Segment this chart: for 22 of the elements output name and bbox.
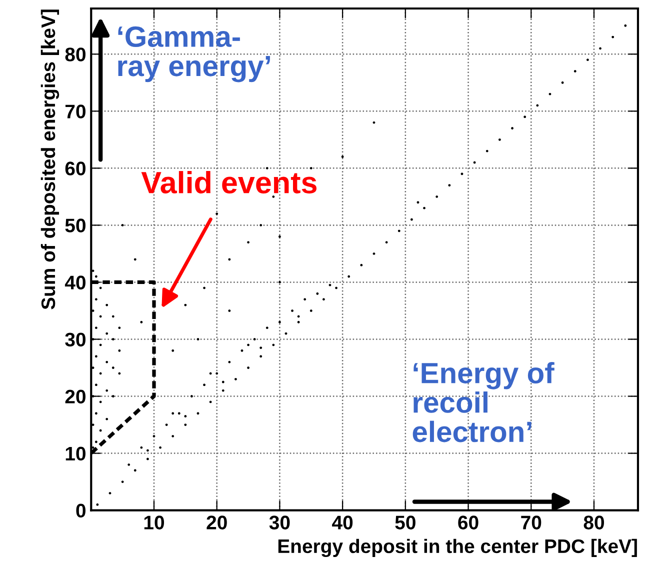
y-tick-label: 60: [65, 162, 86, 176]
y-tick-label: 80: [65, 48, 86, 62]
x-tick-label: 10: [144, 516, 164, 530]
x-tick-label: 60: [458, 516, 478, 530]
y-tick-label: 10: [66, 446, 86, 461]
x-tick-label: 40: [332, 516, 353, 530]
y-tick-label: 50: [65, 218, 86, 232]
annotation: ‘Energy of recoil electron’: [412, 362, 554, 442]
y-tick-label: 20: [65, 390, 86, 404]
annotation: Valid events: [141, 171, 316, 194]
annotation: ‘Gamma- ray energy’: [118, 26, 270, 82]
y-tick-label: 30: [65, 332, 86, 346]
y-tick-label: 0: [76, 504, 86, 518]
x-tick-label: 50: [395, 516, 416, 530]
x-tick-label: 30: [269, 516, 290, 530]
y-axis-title: Sum of deposited energies [keV]: [40, 10, 60, 310]
x-axis-title: Energy deposit in the center PDC [keV]: [278, 538, 637, 558]
y-tick-label: 40: [64, 276, 86, 290]
x-tick-label: 70: [521, 516, 542, 530]
x-tick-label: 80: [584, 516, 604, 530]
y-tick-label: 70: [65, 104, 86, 118]
x-tick-label: 20: [206, 516, 227, 530]
